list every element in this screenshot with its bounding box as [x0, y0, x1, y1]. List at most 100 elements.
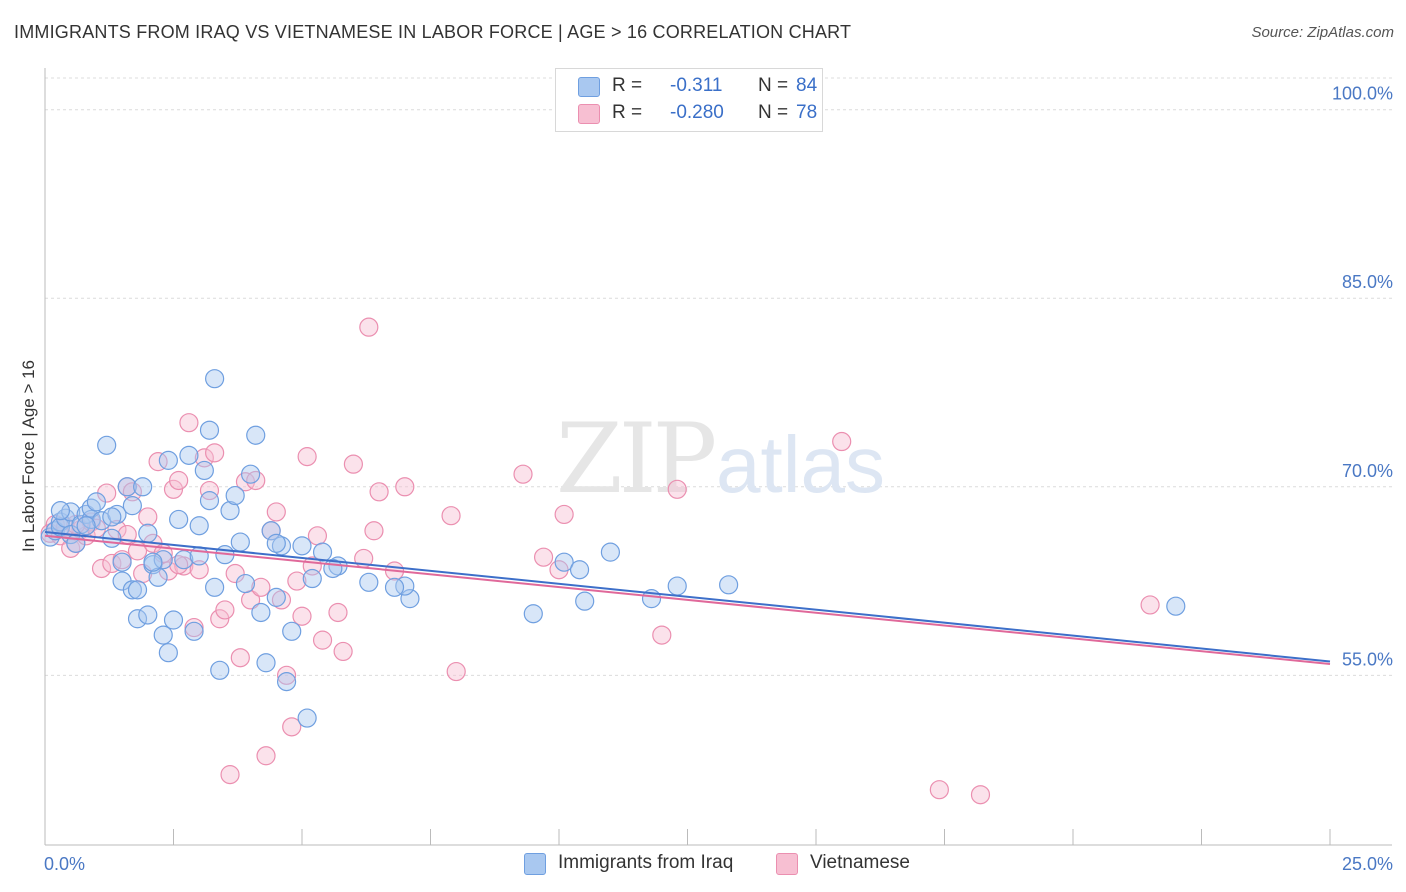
iraq-point — [97, 435, 117, 455]
vietnamese-point — [271, 590, 292, 610]
iraq-point — [302, 568, 322, 589]
y-tick-label: 70.0% — [1342, 461, 1393, 481]
vietnamese-point — [91, 558, 112, 579]
bottom-legend-label-vietnamese: Vietnamese — [810, 852, 910, 873]
x-tick-label: 0.0% — [44, 854, 85, 874]
iraq-point — [163, 610, 184, 630]
vietnamese-point — [179, 413, 199, 433]
vietnamese-point — [287, 571, 307, 591]
vietnamese-point — [276, 665, 297, 685]
vietnamese-point — [189, 560, 209, 580]
iraq-point — [246, 425, 266, 445]
iraq-point — [225, 485, 245, 506]
iraq-point — [205, 369, 225, 389]
vietnamese-point — [328, 602, 348, 623]
iraq-point — [554, 552, 574, 572]
iraq-point — [667, 576, 687, 596]
iraq-point — [158, 643, 178, 663]
iraq-point — [523, 604, 543, 624]
legend-r-value: -0.280 — [670, 102, 724, 123]
iraq-point — [395, 576, 415, 596]
vietnamese-point — [199, 480, 220, 501]
iraq-point — [312, 542, 333, 562]
vietnamese-point — [441, 506, 461, 526]
iraq-point — [169, 509, 189, 530]
iraq-point — [297, 708, 317, 728]
vietnamese-point — [148, 452, 168, 472]
legend-r-label: R = — [612, 75, 643, 96]
iraq-point — [138, 605, 158, 625]
iraq-point — [102, 507, 122, 527]
chart-title: IMMIGRANTS FROM IRAQ VS VIETNAMESE IN LA… — [14, 22, 852, 42]
iraq-point — [50, 517, 71, 537]
vietnamese-point — [333, 641, 353, 662]
iraq-point — [199, 491, 220, 511]
series-iraq-points — [40, 369, 1186, 728]
iraq-point — [179, 445, 199, 465]
legend-r-value: -0.311 — [670, 75, 723, 96]
iraq-point — [1166, 596, 1186, 616]
vietnamese-point — [256, 746, 276, 766]
vietnamese-point — [66, 514, 86, 535]
vietnamese-point — [230, 648, 250, 668]
vietnamese-point — [163, 479, 184, 499]
vietnamese-point — [395, 477, 415, 497]
iraq-point — [230, 532, 250, 552]
iraq-point — [266, 587, 286, 607]
vietnamese-point — [215, 600, 235, 620]
vietnamese-point — [246, 470, 266, 491]
iraq-point — [117, 477, 137, 497]
vietnamese-point — [970, 785, 991, 805]
iraq-point — [359, 572, 379, 592]
iraq-point — [174, 550, 194, 570]
iraq-point — [575, 591, 595, 611]
iraq-point — [235, 573, 256, 594]
iraq-point — [266, 533, 286, 553]
iraq-point — [81, 509, 101, 530]
iraq-point — [600, 542, 621, 562]
iraq-point — [256, 653, 276, 673]
vietnamese-point — [138, 507, 158, 527]
iraq-point — [138, 523, 158, 543]
iraq-point — [282, 621, 302, 641]
iraq-point — [384, 577, 405, 597]
series-vietnamese-points — [40, 317, 1160, 805]
iraq-point — [184, 621, 204, 641]
iraq-point — [107, 504, 127, 525]
vietnamese-point — [210, 609, 230, 629]
vietnamese-point — [297, 447, 317, 467]
trend-lines — [44, 531, 1331, 665]
vietnamese-point — [513, 464, 533, 484]
iraq-point — [210, 660, 230, 680]
legend-swatch-iraq — [578, 77, 600, 97]
iraq-point — [112, 552, 132, 572]
bottom-legend-swatch-vietnamese — [776, 853, 798, 875]
iraq-point — [189, 516, 209, 536]
iraq-point — [569, 560, 590, 580]
vietnamese-point — [225, 563, 245, 584]
vietnamese-point — [667, 479, 687, 499]
iraq-point — [143, 552, 163, 572]
bottom-legend-label-iraq: Immigrants from Iraq — [558, 852, 734, 873]
vietnamese-point — [364, 521, 384, 541]
iraq-point — [220, 501, 240, 521]
iraq-point — [719, 575, 739, 595]
legend-swatch-vietnamese — [578, 104, 600, 124]
y-tick-labels: 55.0% 70.0% 85.0% 100.0% — [1332, 84, 1393, 670]
vietnamese-point — [312, 630, 333, 650]
iraq-point — [251, 602, 271, 623]
vietnamese-point — [359, 317, 379, 337]
x-tick-labels: 0.0% 25.0% — [44, 854, 1393, 874]
iraq-point — [50, 512, 71, 532]
iraq-point — [133, 477, 153, 497]
vietnamese-point — [832, 431, 852, 452]
vietnamese-point — [169, 470, 189, 491]
iraq-point — [241, 464, 261, 484]
iraq-point — [153, 625, 173, 645]
vietnamese-point — [343, 454, 363, 474]
iraq-point — [50, 501, 71, 521]
iraq-point — [61, 502, 81, 522]
legend-n-label: N = — [758, 102, 789, 123]
y-tick-label: 85.0% — [1342, 272, 1393, 292]
vietnamese-point — [446, 661, 466, 682]
